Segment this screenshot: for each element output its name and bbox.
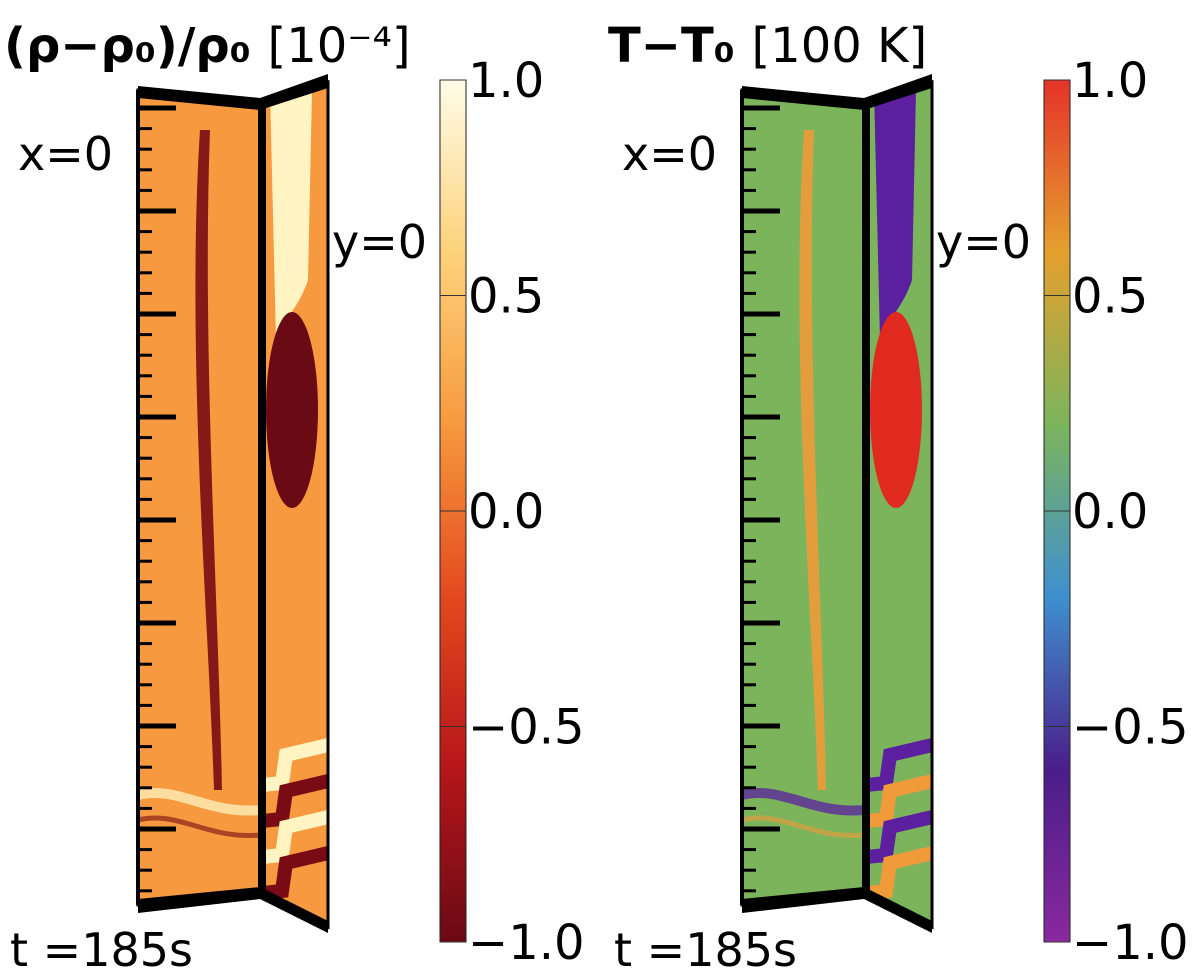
bottom-stripe bbox=[262, 810, 328, 864]
top-edge bbox=[138, 74, 328, 110]
bottom-wave bbox=[742, 787, 864, 816]
face-x0 bbox=[742, 90, 864, 905]
time-label: t =185s bbox=[614, 923, 797, 974]
face-x0 bbox=[138, 90, 260, 905]
chart-title: T−T₀ [100 K] bbox=[608, 18, 927, 74]
colorbar-tick-label: −1.0 bbox=[468, 915, 585, 971]
bottom-wave bbox=[138, 787, 260, 816]
bottom-stripe bbox=[866, 738, 932, 792]
title-unit: [100 K] bbox=[751, 18, 927, 74]
top-column bbox=[874, 90, 916, 340]
title-main: T−T₀ bbox=[608, 18, 751, 74]
face-label-y0: y=0 bbox=[332, 215, 427, 269]
bottom-stripe bbox=[866, 846, 932, 900]
face-label-x0: x=0 bbox=[622, 127, 717, 181]
bottom-edge bbox=[138, 887, 328, 933]
bottom-stripe bbox=[262, 738, 328, 792]
colorbar-tick-label: 0.5 bbox=[468, 269, 544, 325]
bottom-stripe bbox=[866, 774, 932, 828]
face-y0 bbox=[262, 82, 328, 927]
bottom-edge bbox=[742, 887, 932, 933]
title-main: (ρ−ρ₀)/ρ₀ bbox=[4, 18, 267, 74]
colorbar-tick-label: −0.5 bbox=[468, 700, 585, 756]
bottom-wave bbox=[742, 815, 864, 839]
panel-2: x=0 y=0 t =185s T−T₀ [100 K] 1.0 0.5 0.0 −0.5 −1… bbox=[608, 18, 1189, 974]
colorbar-tick-label: 0.0 bbox=[1072, 484, 1148, 540]
colorbar-tick-label: 1.0 bbox=[1072, 53, 1148, 109]
colorbar-tick-label: 0.5 bbox=[1072, 269, 1148, 325]
ellipse-feature bbox=[266, 312, 318, 508]
middle-edge bbox=[862, 102, 870, 895]
vertical-band bbox=[195, 130, 222, 790]
face-label-y0: y=0 bbox=[936, 215, 1031, 269]
panel-1: x=0 y=0 t =185s (ρ−ρ₀)/ρ₀ [10⁻⁴] 1.0 0.5 0.0 −0… bbox=[4, 18, 585, 974]
bottom-wave bbox=[138, 815, 260, 839]
colorbar-tick-label: 0.0 bbox=[468, 484, 544, 540]
title-unit: [10⁻⁴] bbox=[267, 18, 410, 74]
colorbar-tick-label: 1.0 bbox=[468, 53, 544, 109]
face-y0 bbox=[866, 82, 932, 927]
face-label-x0: x=0 bbox=[18, 127, 113, 181]
colorbar-tick-label: −0.5 bbox=[1072, 700, 1189, 756]
bottom-stripe bbox=[262, 846, 328, 900]
time-label: t =185s bbox=[10, 923, 193, 974]
ellipse-feature bbox=[870, 312, 922, 508]
bottom-stripe bbox=[866, 810, 932, 864]
vertical-band bbox=[799, 130, 826, 790]
bottom-stripe bbox=[262, 774, 328, 828]
chart-title: (ρ−ρ₀)/ρ₀ [10⁻⁴] bbox=[4, 18, 411, 74]
colorbar-tick-label: −1.0 bbox=[1072, 915, 1189, 971]
top-column bbox=[270, 90, 312, 340]
middle-edge bbox=[258, 102, 266, 895]
top-edge bbox=[742, 74, 932, 110]
